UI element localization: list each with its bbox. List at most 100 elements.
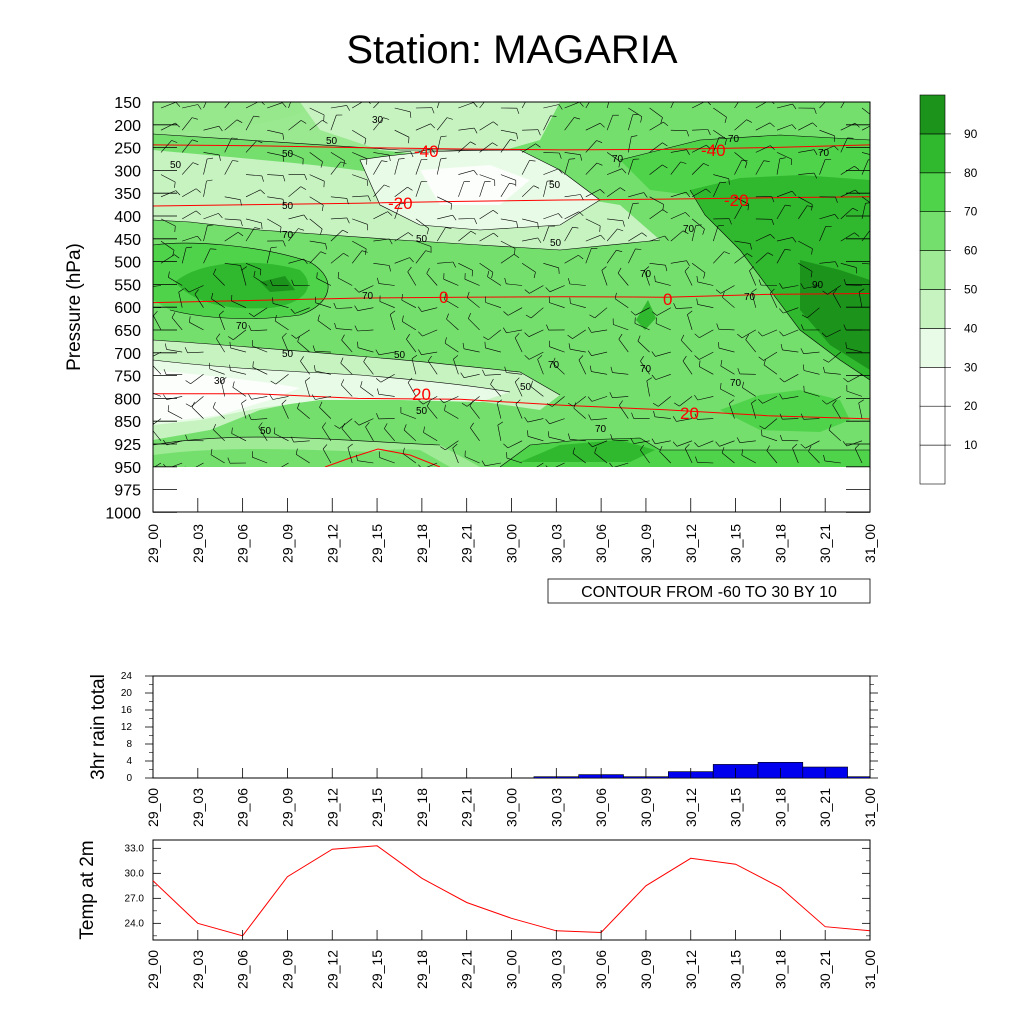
wind-barb-flag	[340, 379, 345, 385]
wind-barb-flag	[509, 182, 516, 185]
wind-barb	[803, 285, 820, 289]
wind-barb-flag	[686, 260, 690, 267]
wind-barb	[421, 307, 438, 312]
pressure-tick-label: 150	[114, 95, 141, 112]
wind-barb-flag	[821, 332, 827, 338]
wind-barb-flag	[377, 277, 380, 284]
wind-barb-flag	[530, 94, 536, 95]
wind-barb	[543, 181, 548, 197]
wind-barb	[251, 396, 268, 400]
wind-barb	[213, 273, 225, 286]
wind-barb	[741, 454, 756, 464]
wind-barb-flag	[686, 130, 690, 137]
wind-barb	[224, 160, 233, 175]
x-tick-label: 29_00	[145, 788, 161, 827]
wind-barb-flag	[273, 427, 276, 434]
wind-barb	[555, 462, 565, 467]
wind-barb-flag	[470, 230, 477, 235]
wind-barb-flag	[589, 365, 592, 372]
wind-barb	[288, 186, 301, 198]
rh-label-70: 70	[683, 224, 695, 235]
temp-x-ticks: 29_00 29_03 29_06 29_09 29_12 29_15 29_18 29_21…	[145, 930, 878, 989]
wind-barb	[721, 452, 735, 464]
wind-barb	[649, 235, 665, 242]
wind-barb	[634, 323, 650, 331]
wind-barb	[415, 181, 422, 197]
wind-barb-flag	[643, 192, 648, 198]
wind-barb	[466, 396, 480, 407]
wind-barb-flag	[167, 405, 170, 412]
wind-barb-flag	[185, 403, 192, 407]
wind-barb	[309, 174, 325, 182]
temp-y-tick-label: 30.0	[125, 868, 145, 879]
wind-barb	[281, 403, 289, 419]
x-tick-label: 29_21	[459, 950, 475, 989]
wind-barb-flag	[346, 105, 350, 111]
wind-barb-flag	[195, 188, 201, 193]
wind-barb	[330, 229, 343, 242]
wind-barb	[463, 374, 480, 378]
wind-barb-flag	[707, 129, 711, 136]
wind-barb-flag	[341, 423, 346, 429]
rh-label-70: 70	[362, 291, 374, 302]
wind-barb	[548, 436, 565, 442]
wind-barb-flag	[515, 399, 521, 405]
wind-barb-flag	[172, 250, 175, 257]
rain-y-tick-label: 0	[126, 773, 132, 784]
wind-barb	[267, 152, 283, 156]
wind-barb	[655, 374, 671, 380]
wind-barb-flag	[743, 95, 749, 96]
wind-barb-flag	[547, 431, 550, 438]
wind-barb	[224, 263, 241, 266]
wind-barb	[640, 361, 650, 375]
wind-barb	[840, 102, 845, 109]
wind-barb	[415, 250, 426, 264]
wind-barb	[840, 232, 855, 242]
wind-barb-flag	[574, 117, 581, 120]
wind-barb	[190, 374, 204, 385]
wind-barb-flag	[364, 138, 367, 145]
wind-barb	[436, 102, 440, 109]
pressure-tick-label: 450	[114, 232, 141, 249]
wind-barb	[166, 349, 183, 353]
x-tick-label: 31_00	[862, 524, 878, 563]
wind-barb-flag	[524, 355, 530, 360]
wind-barb-flag	[589, 314, 595, 319]
wind-barb-flag	[219, 154, 221, 161]
wind-barb-flag	[546, 403, 553, 407]
wind-barb-flag	[694, 394, 698, 401]
wind-barb	[776, 190, 793, 198]
rh-label-70: 70	[818, 148, 830, 159]
wind-barb	[734, 253, 748, 264]
x-tick-label: 30_06	[593, 524, 609, 563]
wind-barb-flag	[763, 160, 770, 162]
wind-barb-flag	[651, 438, 656, 444]
wind-barb-flag	[281, 332, 287, 338]
wind-barb-flag	[270, 246, 277, 249]
wind-barb	[479, 209, 494, 220]
wind-barb	[670, 161, 681, 175]
wind-barb	[252, 345, 268, 353]
wind-barb	[739, 440, 756, 443]
wind-barb	[352, 195, 369, 198]
wind-barb	[224, 137, 232, 153]
wind-barb	[819, 159, 826, 175]
wind-barb	[203, 152, 220, 156]
wind-barb	[798, 263, 813, 272]
pressure-tick-label: 650	[114, 323, 141, 340]
wind-barb	[614, 298, 629, 308]
wind-barb-flag	[558, 267, 560, 274]
wind-barb-flag	[460, 372, 465, 378]
rh-label-70: 70	[595, 424, 607, 435]
wind-barb	[751, 292, 757, 308]
wind-barb-flag	[823, 359, 829, 363]
wind-barb	[160, 218, 176, 227]
x-tick-label: 29_09	[279, 788, 295, 827]
wind-barb-flag	[320, 228, 323, 235]
wind-barb-flag	[290, 436, 294, 443]
wind-barb	[253, 276, 268, 286]
wind-barb	[458, 127, 475, 131]
pressure-tick-label: 750	[114, 369, 141, 386]
wind-barb-flag	[360, 381, 363, 388]
x-tick-label: 30_21	[817, 788, 833, 827]
